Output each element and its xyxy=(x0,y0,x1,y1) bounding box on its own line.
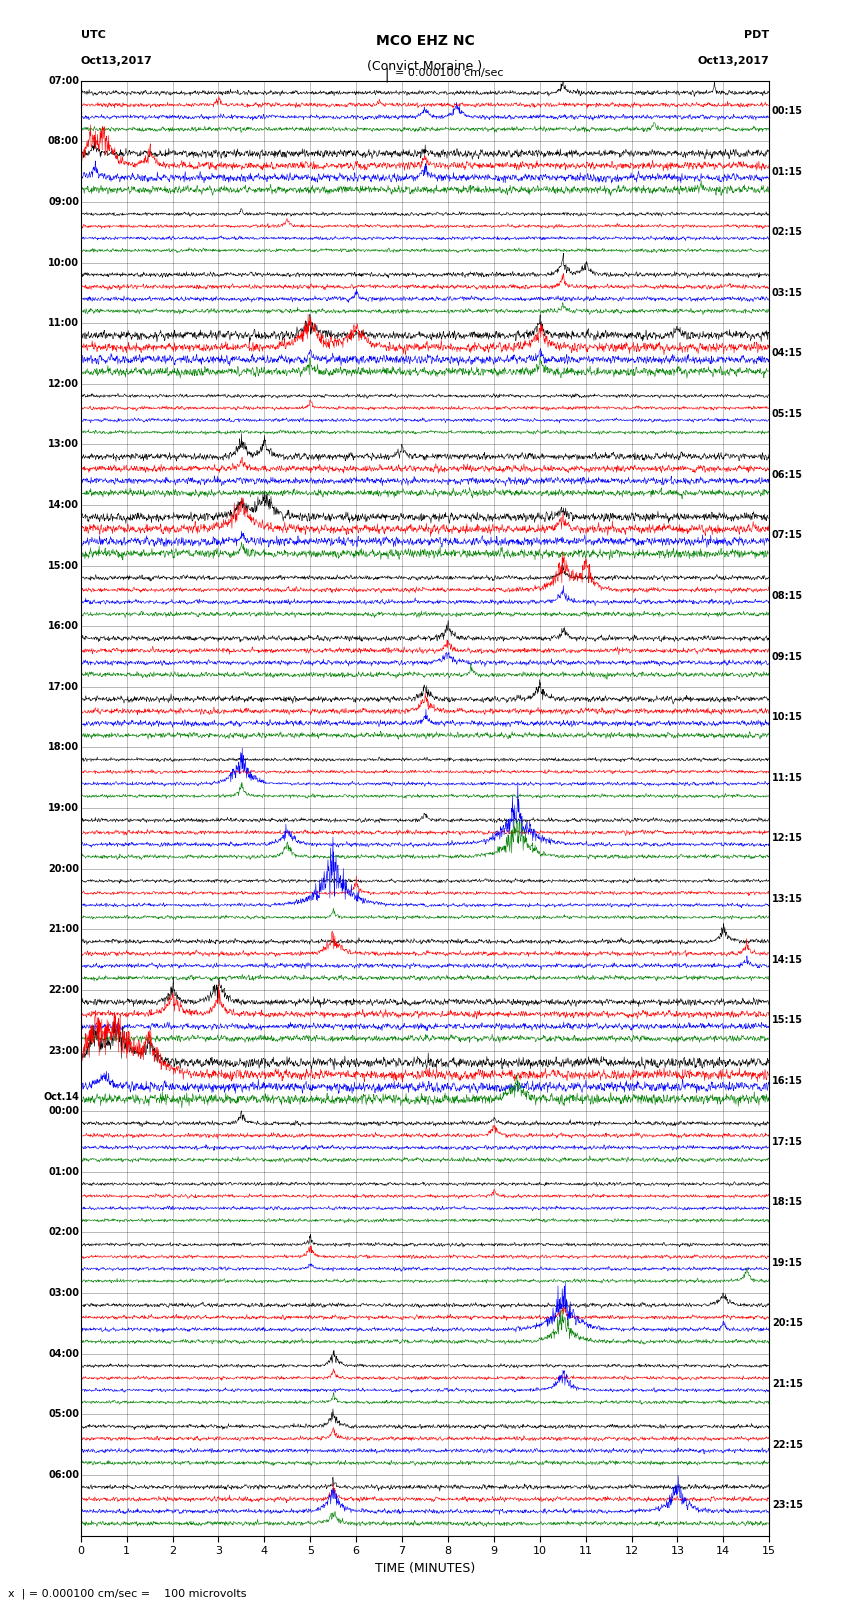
Text: 02:00: 02:00 xyxy=(48,1227,79,1237)
Text: PDT: PDT xyxy=(744,31,769,40)
Text: 23:00: 23:00 xyxy=(48,1045,79,1055)
Text: 15:00: 15:00 xyxy=(48,561,79,571)
Text: Oct13,2017: Oct13,2017 xyxy=(81,56,152,66)
Text: 18:15: 18:15 xyxy=(772,1197,803,1207)
Text: x  | = 0.000100 cm/sec =    100 microvolts: x | = 0.000100 cm/sec = 100 microvolts xyxy=(8,1589,247,1598)
Text: Oct.14: Oct.14 xyxy=(43,1092,79,1102)
Text: 09:15: 09:15 xyxy=(772,652,802,661)
Text: |: | xyxy=(382,68,391,82)
Text: 07:00: 07:00 xyxy=(48,76,79,85)
Text: 15:15: 15:15 xyxy=(772,1015,802,1026)
Text: 04:15: 04:15 xyxy=(772,348,802,358)
Text: 12:15: 12:15 xyxy=(772,834,802,844)
Text: 14:15: 14:15 xyxy=(772,955,802,965)
X-axis label: TIME (MINUTES): TIME (MINUTES) xyxy=(375,1561,475,1574)
Text: 19:00: 19:00 xyxy=(48,803,79,813)
Text: 20:15: 20:15 xyxy=(772,1318,802,1329)
Text: 22:00: 22:00 xyxy=(48,986,79,995)
Text: 13:00: 13:00 xyxy=(48,439,79,450)
Text: 16:15: 16:15 xyxy=(772,1076,802,1086)
Text: 11:00: 11:00 xyxy=(48,318,79,327)
Text: = 0.000100 cm/sec: = 0.000100 cm/sec xyxy=(395,68,504,77)
Text: 12:00: 12:00 xyxy=(48,379,79,389)
Text: MCO EHZ NC: MCO EHZ NC xyxy=(376,34,474,48)
Text: 06:00: 06:00 xyxy=(48,1469,79,1481)
Text: 03:15: 03:15 xyxy=(772,287,802,298)
Text: 11:15: 11:15 xyxy=(772,773,802,782)
Text: 17:15: 17:15 xyxy=(772,1137,802,1147)
Text: (Convict Moraine ): (Convict Moraine ) xyxy=(367,60,483,73)
Text: 05:00: 05:00 xyxy=(48,1410,79,1419)
Text: 10:15: 10:15 xyxy=(772,713,802,723)
Text: 01:00: 01:00 xyxy=(48,1166,79,1177)
Text: 21:00: 21:00 xyxy=(48,924,79,934)
Text: 07:15: 07:15 xyxy=(772,531,802,540)
Text: 21:15: 21:15 xyxy=(772,1379,802,1389)
Text: 04:00: 04:00 xyxy=(48,1348,79,1358)
Text: 10:00: 10:00 xyxy=(48,258,79,268)
Text: 22:15: 22:15 xyxy=(772,1440,802,1450)
Text: 02:15: 02:15 xyxy=(772,227,802,237)
Text: 00:00: 00:00 xyxy=(48,1107,79,1116)
Text: 05:15: 05:15 xyxy=(772,410,802,419)
Text: 14:00: 14:00 xyxy=(48,500,79,510)
Text: 08:00: 08:00 xyxy=(48,135,79,147)
Text: 09:00: 09:00 xyxy=(48,197,79,206)
Text: 00:15: 00:15 xyxy=(772,106,802,116)
Text: 16:00: 16:00 xyxy=(48,621,79,631)
Text: Oct13,2017: Oct13,2017 xyxy=(698,56,769,66)
Text: 08:15: 08:15 xyxy=(772,590,803,602)
Text: 13:15: 13:15 xyxy=(772,894,802,903)
Text: UTC: UTC xyxy=(81,31,105,40)
Text: 17:00: 17:00 xyxy=(48,682,79,692)
Text: 20:00: 20:00 xyxy=(48,863,79,874)
Text: 03:00: 03:00 xyxy=(48,1289,79,1298)
Text: 06:15: 06:15 xyxy=(772,469,802,479)
Text: 19:15: 19:15 xyxy=(772,1258,802,1268)
Text: 23:15: 23:15 xyxy=(772,1500,802,1510)
Text: 01:15: 01:15 xyxy=(772,166,802,176)
Text: 18:00: 18:00 xyxy=(48,742,79,753)
